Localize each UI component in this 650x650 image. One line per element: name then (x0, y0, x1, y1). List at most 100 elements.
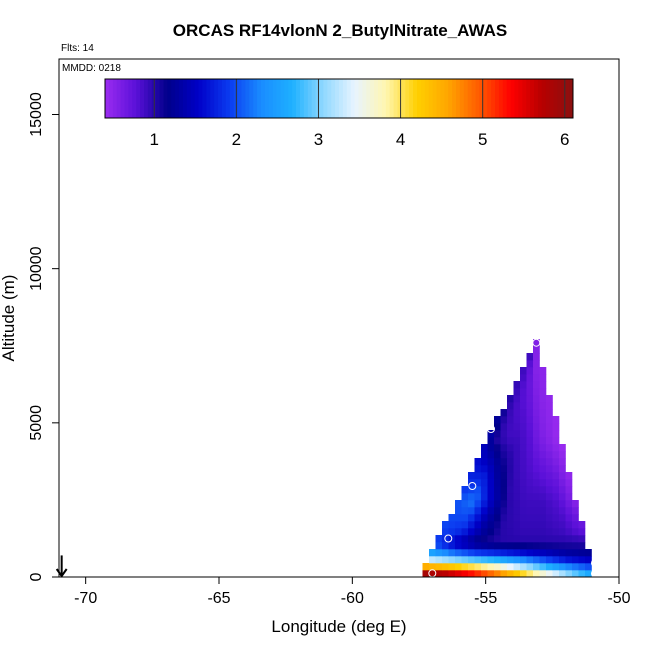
heatmap-cell (526, 535, 534, 543)
colorbar-swatch (448, 79, 453, 118)
heatmap-cell (539, 556, 547, 564)
heatmap-cell (533, 402, 540, 410)
heatmap-cell (578, 549, 586, 557)
y-tick-label: 15000 (28, 92, 45, 137)
heatmap-cell (539, 388, 547, 396)
heatmap-cell (539, 472, 547, 480)
sample-point (487, 425, 495, 433)
heatmap-cell (552, 430, 560, 438)
heatmap-cell (500, 542, 508, 550)
colorbar-swatch (261, 79, 266, 118)
heatmap-cell (526, 458, 534, 466)
heatmap-cell (494, 535, 501, 543)
heatmap-cell (513, 451, 521, 459)
heatmap-cell (572, 563, 579, 571)
heatmap-cell (468, 556, 475, 564)
x-tick-label: -50 (607, 590, 630, 607)
heatmap-cell (578, 535, 586, 543)
heatmap-cell (533, 514, 540, 522)
heatmap-cell (546, 402, 553, 410)
sample-point (532, 338, 541, 347)
heatmap-cell (539, 535, 547, 543)
arrow-head (55, 568, 68, 578)
colorbar-swatch (424, 79, 430, 118)
heatmap-cell (533, 388, 540, 396)
heatmap-cell (474, 493, 482, 501)
heatmap-cell (559, 486, 566, 494)
colorbar-swatch (565, 79, 570, 118)
heatmap-cell (565, 507, 573, 515)
heatmap-cell (585, 549, 592, 557)
heatmap-cell (487, 542, 495, 550)
heatmap-cell (533, 353, 540, 361)
heatmap-cell (552, 514, 560, 522)
heatmap-cell (507, 528, 514, 536)
heatmap-cell (533, 563, 540, 571)
heatmap-cell (520, 381, 527, 389)
heatmap-cell (474, 563, 482, 571)
heatmap-cell (481, 451, 488, 459)
heatmap-cell (494, 416, 501, 424)
heatmap-cell (448, 542, 456, 550)
heatmap-cell (539, 423, 547, 431)
heatmap-cell (533, 458, 540, 466)
heatmap-cell (559, 514, 566, 522)
heatmap-cell (455, 563, 462, 571)
heatmap-cell (520, 367, 527, 375)
x-tick-label: -55 (474, 590, 497, 607)
colorbar-swatch (366, 79, 371, 118)
heatmap-cell (539, 409, 547, 417)
sample-point (585, 505, 594, 514)
heatmap-cell (533, 437, 540, 445)
heatmap-cell (507, 542, 514, 550)
heatmap-cell (526, 402, 534, 410)
heatmap-cell (442, 563, 449, 571)
heatmap-cell (546, 521, 553, 529)
heatmap-cell (468, 472, 475, 480)
heatmap-cell (513, 479, 521, 487)
colorbar-swatch (198, 79, 203, 118)
heatmap-cell (533, 409, 540, 417)
heatmap-cell (481, 479, 488, 487)
colorbar-swatch (342, 79, 348, 118)
heatmap-cell (500, 430, 508, 438)
y-tick-label: 10000 (28, 246, 45, 291)
y-axis-label: Altitude (m) (0, 275, 18, 362)
heatmap-cell (429, 549, 436, 557)
colorbar-swatch (498, 79, 504, 118)
heatmap-cell (552, 521, 560, 529)
heatmap-cell (520, 465, 527, 473)
heatmap-cell (546, 507, 553, 515)
heatmap-cell (520, 528, 527, 536)
heatmap-cell (578, 521, 586, 529)
heatmap-cell (507, 409, 514, 417)
heatmap-cell (533, 339, 540, 347)
heatmap-cell (507, 444, 514, 452)
heatmap-cell (533, 493, 540, 501)
colorbar-swatch (475, 79, 480, 118)
colorbar-swatch (108, 79, 114, 118)
colorbar-swatch (374, 79, 379, 118)
heatmap-cell (455, 507, 462, 515)
colorbar-swatch (331, 79, 336, 118)
heatmap-cell (468, 507, 475, 515)
heatmap-cell (507, 549, 514, 557)
heatmap-cell (526, 374, 534, 382)
heatmap-cell (533, 465, 540, 473)
heatmap-cell (533, 381, 540, 389)
heatmap-cell (487, 514, 495, 522)
heatmap-cell (526, 367, 534, 375)
heatmap-cell (533, 360, 540, 368)
heatmap-cell (565, 486, 573, 494)
heatmap-cell (513, 493, 521, 501)
heatmap-cell (533, 395, 540, 403)
heatmap-cell (565, 535, 573, 543)
heatmap-cell (559, 465, 566, 473)
heatmap-cell (487, 486, 495, 494)
heatmap-cell (481, 535, 488, 543)
heatmap-cell (539, 381, 547, 389)
heatmap-cell (481, 500, 488, 508)
colorbar-swatch (530, 79, 535, 118)
heatmap-cell (481, 563, 488, 571)
heatmap-cell (494, 563, 501, 571)
